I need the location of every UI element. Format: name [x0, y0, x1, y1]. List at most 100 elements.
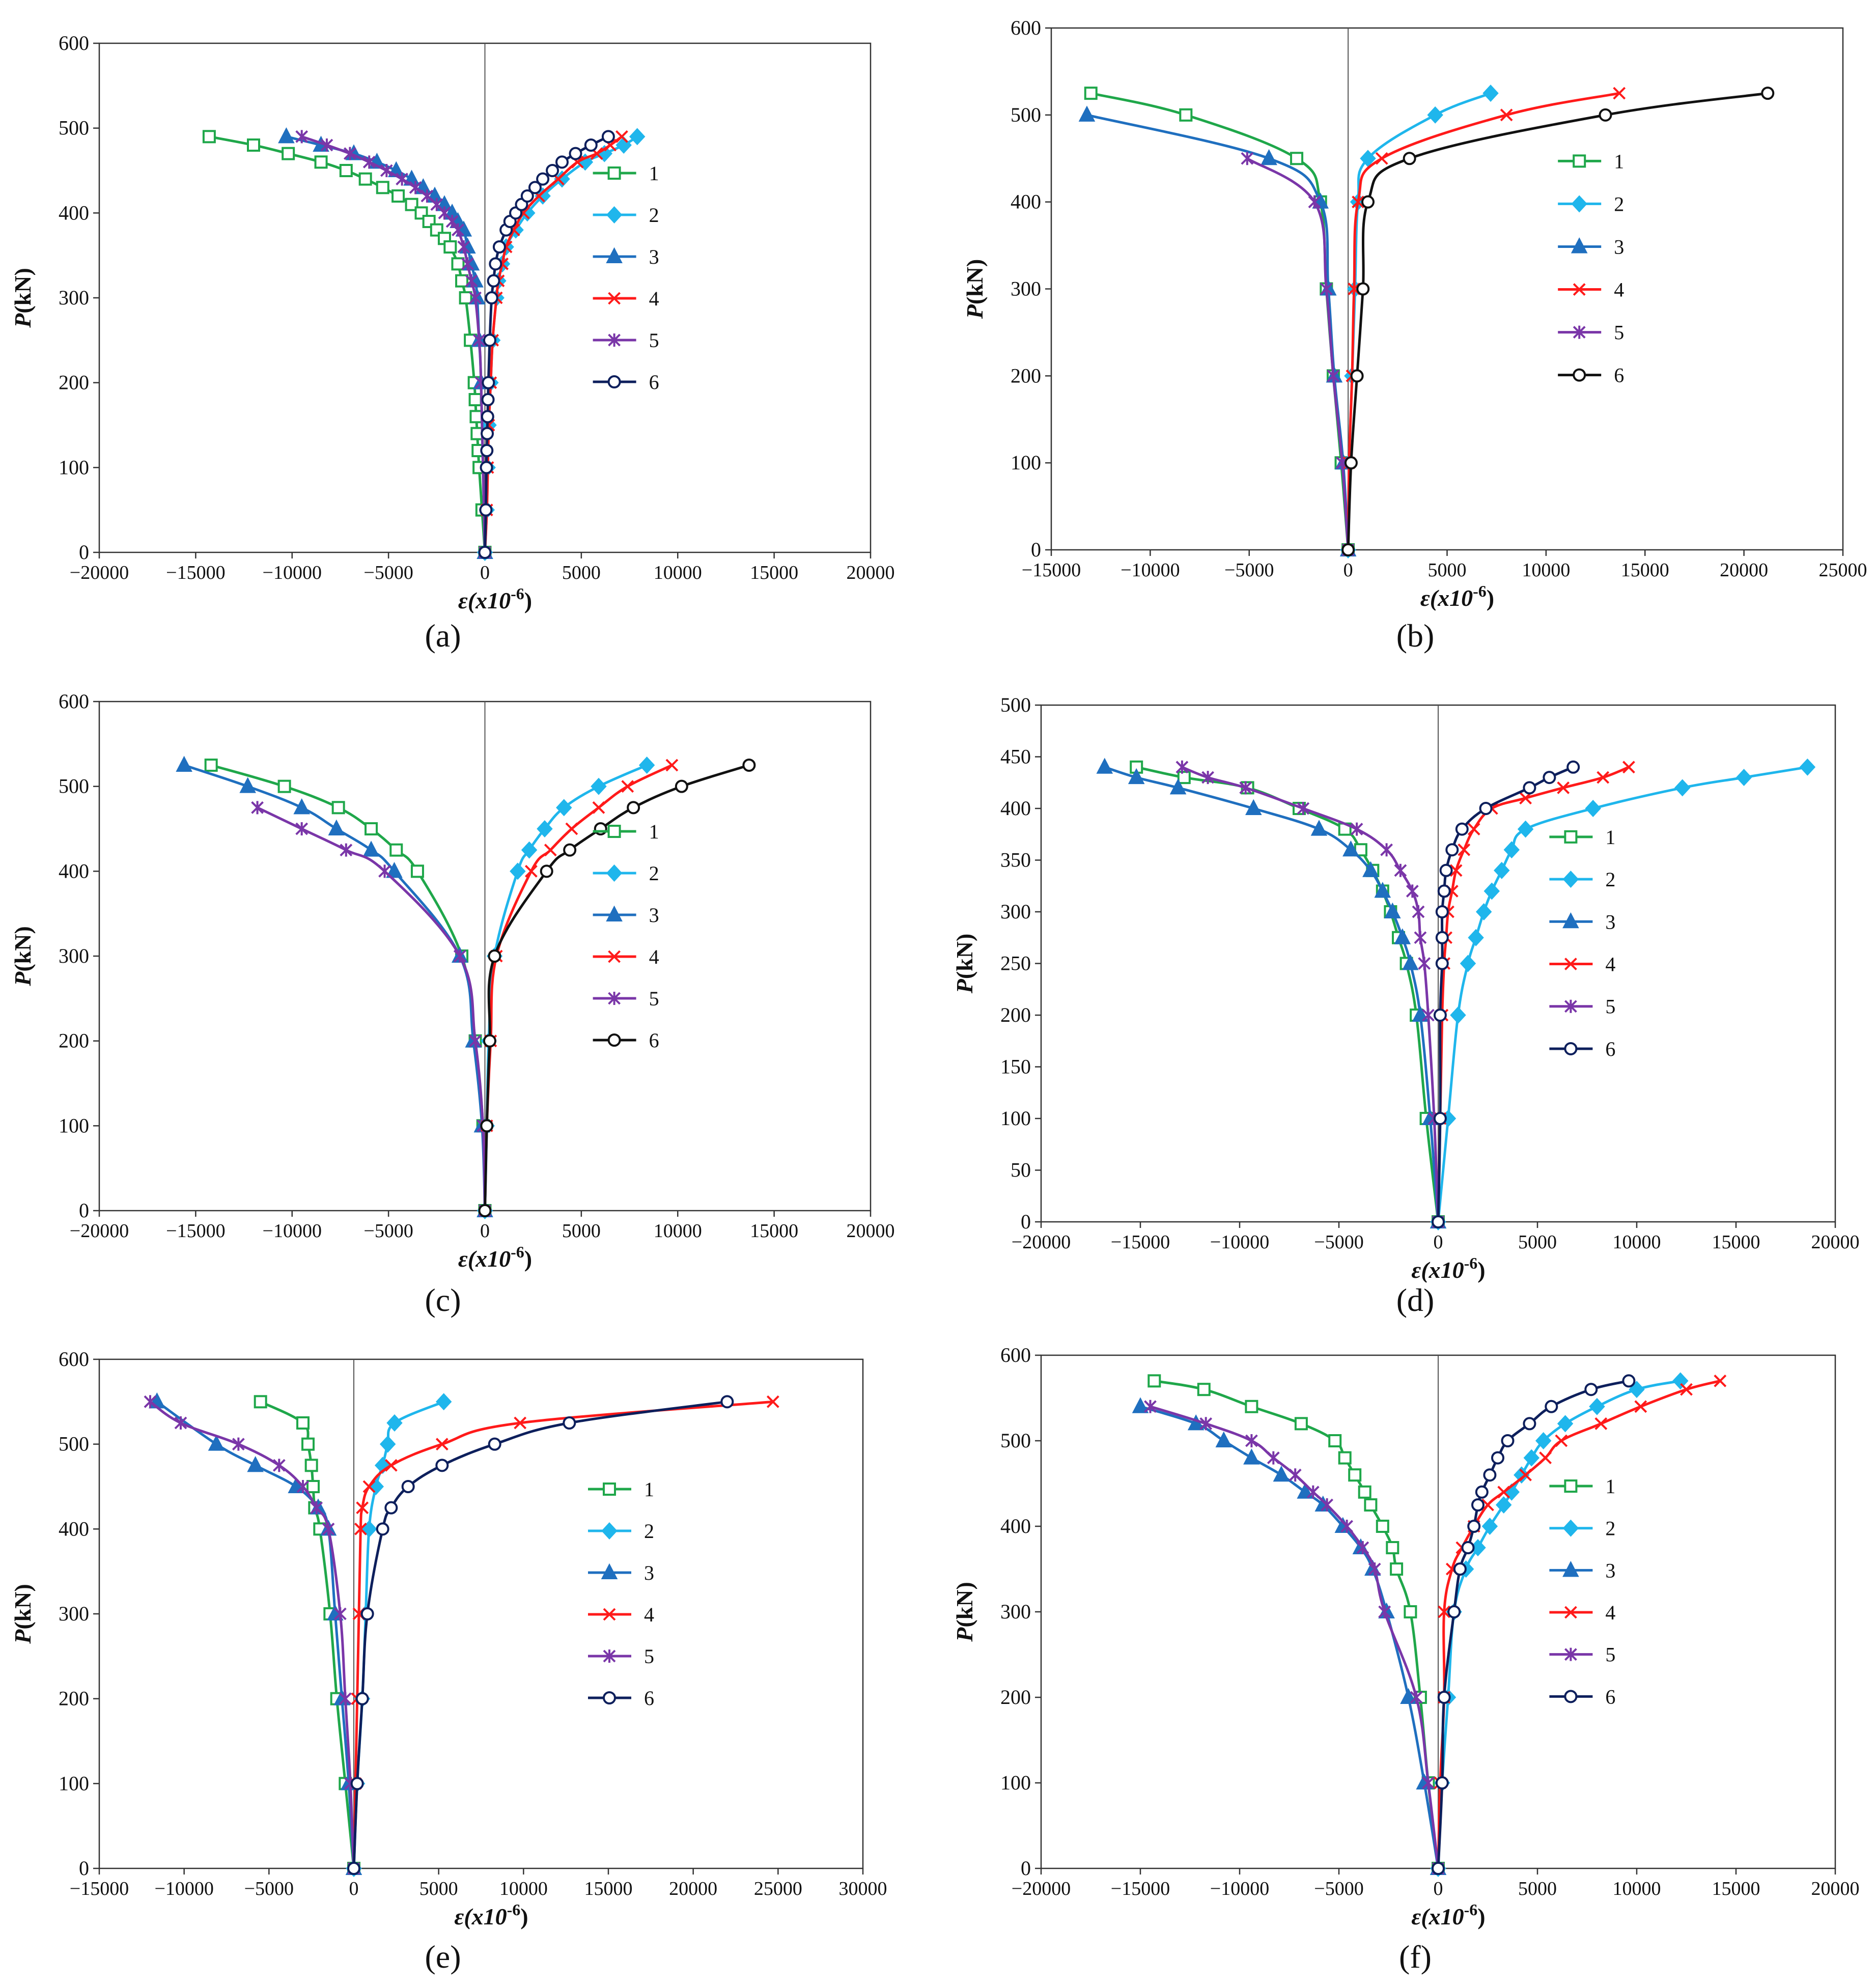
data-point	[1495, 1496, 1512, 1514]
legend-label: 6	[1605, 1038, 1615, 1060]
data-point	[354, 1522, 367, 1535]
data-point	[1344, 456, 1358, 470]
data-point	[1622, 1374, 1636, 1388]
legend-item-4: 4	[593, 945, 659, 968]
y-axis-label: P(kN)	[10, 926, 36, 987]
series-5	[1175, 760, 1445, 1228]
data-point	[1483, 1468, 1497, 1482]
data-point	[443, 240, 457, 254]
data-point	[1358, 1485, 1371, 1499]
data-point	[1432, 1862, 1445, 1875]
series-6	[1432, 760, 1580, 1228]
data-point	[1571, 195, 1587, 213]
data-point	[1545, 1400, 1558, 1413]
data-point	[1519, 1468, 1532, 1481]
legend-item-6: 6	[1549, 1038, 1615, 1060]
legend-label: 5	[649, 329, 659, 352]
y-axis-label: P(kN)	[10, 1584, 36, 1644]
data-point	[487, 274, 500, 288]
data-point	[1410, 1691, 1423, 1704]
data-point	[480, 444, 494, 457]
data-point	[1517, 820, 1534, 838]
legend: 1 2 3 4 5 6	[1549, 1475, 1615, 1708]
y-axis-label-main: P	[10, 971, 36, 987]
x-axis-label-close: )	[524, 588, 532, 613]
data-point	[720, 1395, 734, 1409]
data-point	[481, 393, 495, 406]
data-point	[482, 376, 495, 389]
data-point	[1261, 149, 1277, 165]
data-point	[1374, 882, 1391, 898]
data-point	[1290, 152, 1304, 165]
data-point	[272, 1459, 286, 1472]
data-point	[665, 759, 679, 772]
data-point	[485, 291, 498, 304]
data-point	[208, 1435, 225, 1451]
data-point	[1672, 1372, 1689, 1390]
legend: 1 2 3 4 5 6	[1558, 150, 1624, 387]
y-tick-label: 0	[1031, 538, 1041, 561]
data-point	[1573, 154, 1586, 168]
data-point	[1427, 106, 1443, 124]
x-tick-label: −15000	[1111, 1878, 1170, 1899]
data-point	[544, 844, 557, 857]
data-point	[365, 822, 378, 835]
data-point	[601, 1563, 618, 1579]
legend-item-6: 6	[1549, 1685, 1615, 1708]
data-point	[1273, 1465, 1290, 1482]
data-point	[361, 1520, 377, 1538]
x-tick-label: 10000	[1613, 1232, 1661, 1253]
data-point	[510, 862, 526, 880]
data-point	[1128, 768, 1145, 785]
data-point	[202, 130, 216, 144]
data-point	[380, 164, 393, 177]
legend-item-5: 5	[1549, 995, 1615, 1018]
x-tick-label: 20000	[669, 1878, 717, 1899]
data-point	[320, 138, 333, 152]
data-point	[356, 1501, 369, 1515]
legend-label: 6	[1605, 1685, 1615, 1708]
data-point	[488, 1437, 501, 1451]
y-axis-label-main: P	[10, 313, 36, 328]
x-tick-label: 0	[480, 562, 490, 583]
legend-label: 4	[1605, 1601, 1615, 1624]
legend-item-2: 2	[1549, 868, 1615, 891]
data-point	[301, 1437, 315, 1451]
x-tick-label: 30000	[839, 1878, 887, 1899]
panel-label: (d)	[1396, 1282, 1435, 1318]
data-point	[1573, 325, 1586, 339]
legend-label: 2	[1605, 1517, 1615, 1540]
data-point	[1267, 1451, 1280, 1465]
legend-item-5: 5	[593, 329, 659, 352]
y-tick-label: 100	[1011, 451, 1041, 474]
data-point	[1199, 1417, 1213, 1431]
data-point	[520, 189, 534, 203]
data-point	[1479, 802, 1493, 815]
legend-label: 5	[1605, 1643, 1615, 1666]
data-point	[1491, 1451, 1504, 1465]
data-point	[1523, 1449, 1540, 1467]
legend-item-6: 6	[1558, 364, 1624, 387]
data-point	[1245, 1434, 1258, 1447]
y-tick-label: 300	[59, 286, 89, 309]
y-tick-label: 350	[1000, 849, 1031, 872]
x-tick-label: 0	[349, 1878, 359, 1899]
data-point	[483, 333, 496, 347]
data-point	[278, 127, 295, 144]
y-tick-label: 450	[1000, 745, 1031, 768]
data-point	[603, 1691, 616, 1704]
data-point	[1494, 861, 1510, 879]
data-point	[607, 825, 621, 838]
legend-item-3: 3	[1549, 910, 1615, 933]
legend-label: 2	[649, 204, 659, 227]
legend-label: 3	[1605, 1559, 1615, 1582]
data-point	[563, 843, 577, 857]
data-point	[347, 1862, 360, 1875]
data-point	[1289, 1468, 1302, 1482]
data-point	[468, 393, 482, 406]
data-point	[1368, 1562, 1381, 1576]
x-tick-label: 5000	[1518, 1878, 1557, 1899]
x-tick-label: −10000	[1210, 1232, 1269, 1253]
y-tick-label: 400	[1011, 190, 1041, 213]
data-point	[1523, 781, 1536, 795]
